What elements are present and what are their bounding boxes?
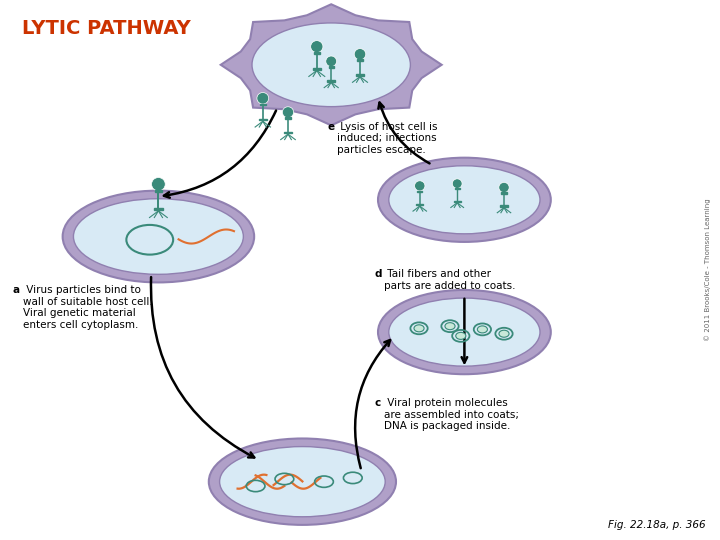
Text: Lysis of host cell is
induced; infections
particles escape.: Lysis of host cell is induced; infection… <box>337 122 438 154</box>
Text: d: d <box>374 269 382 279</box>
Bar <box>416 204 423 205</box>
Text: Tail fibers and other
parts are added to coats.: Tail fibers and other parts are added to… <box>384 269 516 291</box>
Bar <box>155 190 162 192</box>
Ellipse shape <box>414 325 424 332</box>
Ellipse shape <box>220 447 385 517</box>
Ellipse shape <box>452 179 462 188</box>
Ellipse shape <box>354 49 366 60</box>
Bar <box>455 188 459 190</box>
Ellipse shape <box>257 92 269 104</box>
Ellipse shape <box>152 178 166 191</box>
Bar <box>357 59 363 61</box>
Polygon shape <box>221 4 441 125</box>
Ellipse shape <box>282 107 294 118</box>
Bar <box>284 132 292 133</box>
Ellipse shape <box>209 438 396 525</box>
Ellipse shape <box>73 199 243 274</box>
Text: Viral protein molecules
are assembled into coats;
DNA is packaged inside.: Viral protein molecules are assembled in… <box>384 398 518 431</box>
Ellipse shape <box>389 166 540 234</box>
Text: e: e <box>328 122 335 132</box>
Bar <box>328 66 334 68</box>
Ellipse shape <box>499 330 509 337</box>
Bar <box>501 192 507 194</box>
Ellipse shape <box>415 181 425 191</box>
Ellipse shape <box>445 322 455 329</box>
Ellipse shape <box>63 191 254 282</box>
Text: LYTIC PATHWAY: LYTIC PATHWAY <box>22 19 190 38</box>
Bar <box>314 52 320 54</box>
Bar <box>312 68 321 70</box>
Bar <box>258 119 267 120</box>
Bar <box>260 104 266 105</box>
Bar <box>328 80 335 82</box>
Text: a: a <box>13 285 20 295</box>
Bar <box>500 205 508 207</box>
Bar <box>356 74 364 76</box>
Text: c: c <box>374 398 381 408</box>
Ellipse shape <box>456 332 466 339</box>
Ellipse shape <box>252 23 410 107</box>
Bar <box>285 117 291 119</box>
Bar <box>454 200 461 202</box>
Ellipse shape <box>378 290 551 374</box>
Bar <box>153 208 163 210</box>
Text: Virus particles bind to
wall of suitable host cell.
Viral genetic material
enter: Virus particles bind to wall of suitable… <box>23 285 153 330</box>
Ellipse shape <box>311 40 323 52</box>
Ellipse shape <box>378 158 551 242</box>
Ellipse shape <box>477 326 487 333</box>
Ellipse shape <box>389 298 540 366</box>
Text: Fig. 22.18a, p. 366: Fig. 22.18a, p. 366 <box>608 520 706 530</box>
Ellipse shape <box>325 56 336 66</box>
Ellipse shape <box>499 183 509 193</box>
Text: © 2011 Brooks/Cole - Thomson Learning: © 2011 Brooks/Cole - Thomson Learning <box>705 199 711 341</box>
Bar <box>417 191 423 192</box>
